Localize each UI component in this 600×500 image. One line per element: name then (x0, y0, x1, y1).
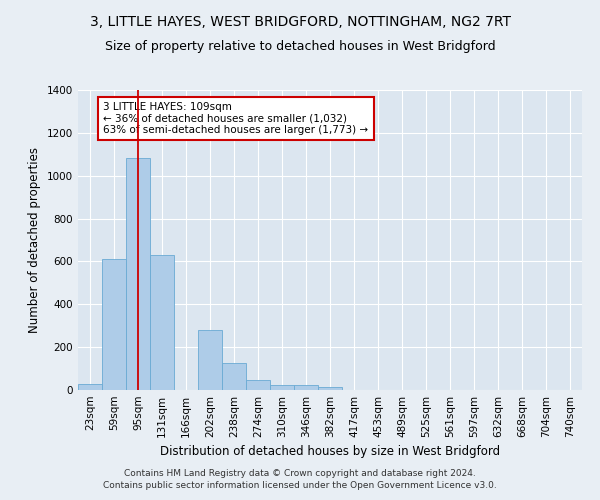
Bar (198, 330, 222, 390)
Bar (246, 380, 270, 390)
Bar (150, 255, 174, 390)
Text: Size of property relative to detached houses in West Bridgford: Size of property relative to detached ho… (104, 40, 496, 53)
Bar (318, 387, 342, 390)
Bar (126, 158, 150, 390)
X-axis label: Distribution of detached houses by size in West Bridgford: Distribution of detached houses by size … (160, 446, 500, 458)
Bar (78, 384, 102, 390)
Bar (270, 386, 294, 390)
Y-axis label: Number of detached properties: Number of detached properties (28, 147, 41, 333)
Bar (222, 363, 246, 390)
Text: 3, LITTLE HAYES, WEST BRIDGFORD, NOTTINGHAM, NG2 7RT: 3, LITTLE HAYES, WEST BRIDGFORD, NOTTING… (89, 15, 511, 29)
Bar (102, 260, 126, 390)
Text: 3 LITTLE HAYES: 109sqm
← 36% of detached houses are smaller (1,032)
63% of semi-: 3 LITTLE HAYES: 109sqm ← 36% of detached… (103, 102, 368, 135)
Text: Contains HM Land Registry data © Crown copyright and database right 2024.
Contai: Contains HM Land Registry data © Crown c… (103, 469, 497, 490)
Bar (294, 386, 318, 390)
